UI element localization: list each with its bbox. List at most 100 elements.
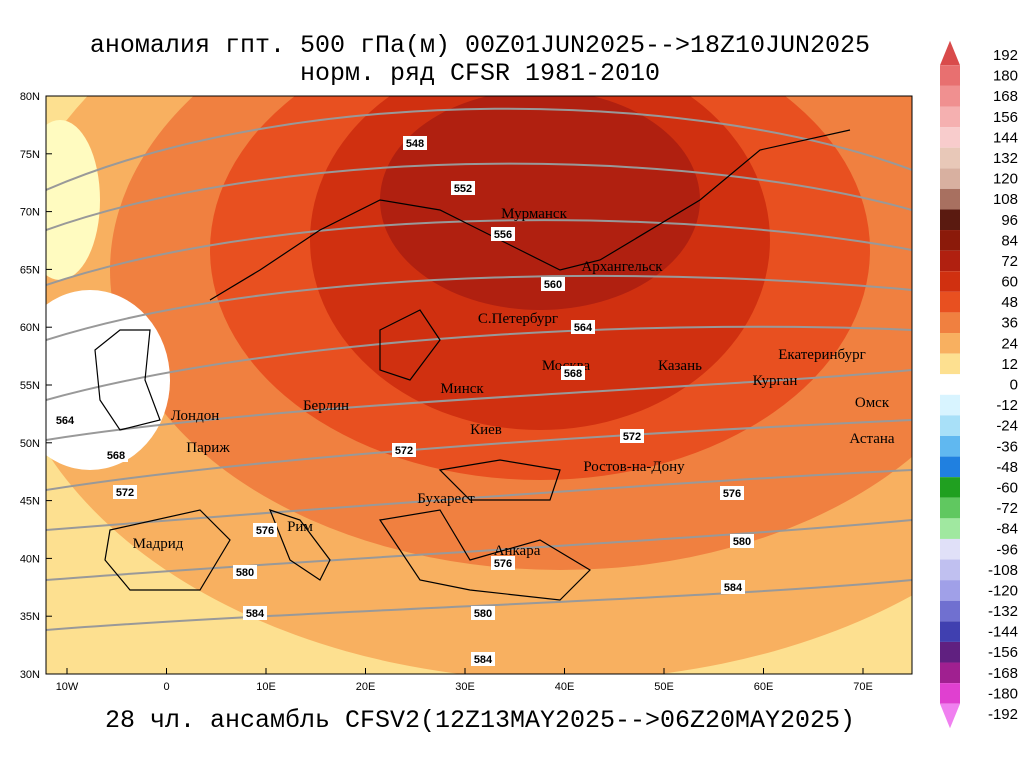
- contour-label: 568: [107, 450, 125, 462]
- contour-label-bg: [491, 556, 515, 570]
- colorbar-cell: [940, 538, 960, 560]
- lat-label: 35N: [20, 611, 40, 623]
- city-label: Мадрид: [133, 536, 184, 552]
- colorbar-label: 144: [993, 129, 1018, 146]
- city-label: С.Петербург: [478, 311, 558, 327]
- lon-label: 50E: [654, 681, 674, 693]
- colorbar-label: -12: [996, 397, 1018, 414]
- colorbar-label: -132: [988, 603, 1018, 620]
- colorbar-label: -60: [996, 479, 1018, 496]
- colorbar-label: 36: [1001, 315, 1018, 332]
- title-line: норм. ряд CFSR 1981-2010: [300, 59, 660, 88]
- colorbar-cell: [940, 106, 960, 128]
- city-label: Ростов-на-Дону: [583, 459, 685, 475]
- city-label: Париж: [186, 440, 230, 456]
- contour-label-bg: [451, 181, 475, 195]
- contour-label-bg: [53, 413, 77, 427]
- colorbar-cell: [940, 127, 960, 148]
- footer: 28 чл. ансамбль CFSV2(12Z13MAY2025-->06Z…: [105, 706, 855, 735]
- contour-label-bg: [721, 580, 745, 594]
- lat-label: 55N: [20, 380, 40, 392]
- contour-label-bg: [561, 366, 585, 380]
- colorbar-cell: [940, 209, 960, 231]
- colorbar-cell: [940, 683, 960, 704]
- colorbar-cell: [940, 353, 960, 375]
- city-label: Берлин: [303, 398, 349, 414]
- contour-label-bg: [471, 606, 495, 620]
- contour-label-bg: [113, 485, 137, 499]
- colorbar-cell: [940, 600, 960, 622]
- colorbar-cell: [940, 188, 960, 210]
- colorbar-label: 168: [993, 88, 1018, 105]
- contour-label: 572: [116, 487, 134, 499]
- contour-label-bg: [571, 320, 595, 334]
- colorbar-label: 24: [1001, 335, 1018, 352]
- contour-label: 564: [56, 415, 75, 427]
- colorbar-label: -144: [988, 624, 1018, 641]
- contour-label: 560: [544, 279, 562, 291]
- contour-label-bg: [491, 227, 515, 241]
- colorbar-cell: [940, 291, 960, 313]
- contour-label: 576: [494, 558, 512, 570]
- colorbar-label: -24: [996, 418, 1018, 435]
- colorbar-cell: [940, 271, 960, 292]
- colorbar-cell: [940, 641, 960, 663]
- lon-label: 30E: [455, 681, 475, 693]
- colorbar-label: -180: [988, 685, 1018, 702]
- contour-label-bg: [541, 277, 565, 291]
- colorbar-label: 192: [993, 47, 1018, 64]
- city-label: Рим: [287, 519, 313, 535]
- lat-label: 75N: [20, 149, 40, 161]
- contour-label: 584: [474, 654, 493, 666]
- lon-label: 40E: [555, 681, 575, 693]
- lon-label: 0: [163, 681, 169, 693]
- colorbar-cell: [940, 394, 960, 416]
- colorbar-label: -192: [988, 706, 1018, 723]
- colorbar-cell: [940, 415, 960, 436]
- colorbar-label: -72: [996, 500, 1018, 517]
- colorbar-label: -156: [988, 644, 1018, 661]
- lat-label: 80N: [20, 91, 40, 103]
- contour-label: 572: [395, 445, 413, 457]
- colorbar-label: 96: [1001, 212, 1018, 229]
- contour-label: 584: [246, 608, 265, 620]
- colorbar-cell: [940, 312, 960, 334]
- city-label: Лондон: [171, 408, 220, 424]
- city-label: Анкара: [494, 543, 541, 559]
- colorbar-cell: [940, 168, 960, 189]
- contour-label-bg: [392, 443, 416, 457]
- colorbar-label: -120: [988, 582, 1018, 599]
- colorbar-label: 72: [1001, 253, 1018, 270]
- contour-label: 556: [494, 229, 512, 241]
- lon-label: 60E: [754, 681, 774, 693]
- colorbar-label: 108: [993, 191, 1018, 208]
- colorbar-label: -48: [996, 459, 1018, 476]
- colorbar-label: 60: [1001, 274, 1018, 291]
- lon-label: 20E: [356, 681, 376, 693]
- lat-label: 40N: [20, 553, 40, 565]
- colorbar-label: 48: [1001, 294, 1018, 311]
- colorbar-cell: [940, 703, 960, 729]
- colorbar-cell: [940, 40, 960, 66]
- colorbar-cell: [940, 580, 960, 601]
- contour-label: 576: [256, 525, 274, 537]
- contour-label: 564: [574, 322, 593, 334]
- colorbar-cell: [940, 85, 960, 107]
- colorbar-label: -96: [996, 541, 1018, 558]
- city-label: Курган: [753, 373, 798, 389]
- colorbar-cell: [940, 65, 960, 86]
- city-label: Киев: [470, 422, 502, 438]
- contour-label: 580: [236, 567, 254, 579]
- lon-label: 70E: [853, 681, 873, 693]
- contour-label-bg: [403, 136, 427, 150]
- colorbar-label: 84: [1001, 232, 1018, 249]
- anomaly-field: [46, 96, 912, 674]
- lat-label: 65N: [20, 264, 40, 276]
- colorbar-label: -36: [996, 438, 1018, 455]
- colorbar-cell: [940, 230, 960, 251]
- contour-label: 572: [623, 431, 641, 443]
- city-label: Омск: [855, 395, 890, 411]
- height-contours: [46, 107, 912, 631]
